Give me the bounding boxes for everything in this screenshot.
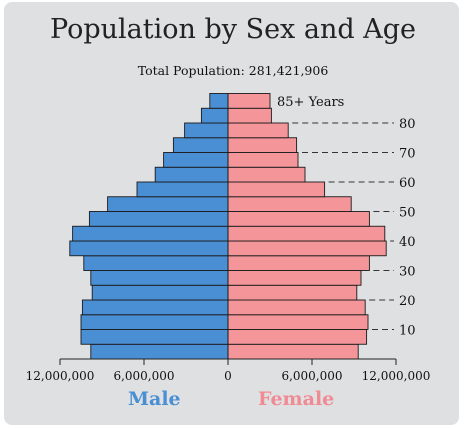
age-label-30: 30 — [399, 265, 416, 280]
female-bar-50-54 — [227, 196, 352, 212]
male-bar-55-59 — [136, 181, 229, 198]
male-bar-30-34 — [83, 255, 229, 271]
age-label-10: 10 — [399, 324, 416, 339]
male-bar-70-74 — [172, 137, 229, 153]
female-bar-30-34 — [227, 255, 370, 271]
female-bar-60-64 — [227, 166, 306, 183]
male-bar-25-29 — [90, 270, 229, 286]
female-bar-55-59 — [227, 181, 326, 198]
female-bar-85+ — [227, 93, 271, 109]
chart-subtitle: Total Population: 281,421,906 — [137, 63, 329, 78]
female-bar-75-79 — [227, 122, 289, 139]
male-bar-45-49 — [88, 211, 229, 227]
male-bar-50-54 — [107, 196, 229, 212]
chart-title: Population by Sex and Age — [50, 14, 416, 45]
male-bar-35-39 — [69, 240, 229, 257]
female-bar-20-24 — [227, 284, 358, 301]
female-bar-5-9 — [227, 329, 368, 345]
age-label-50: 50 — [399, 206, 416, 221]
female-bar-0-4 — [227, 343, 359, 360]
male-bar-60-64 — [154, 166, 229, 183]
female-bar-70-74 — [227, 137, 298, 153]
age-label-80: 80 — [399, 117, 416, 132]
age-label-70: 70 — [399, 147, 416, 162]
male-bar-0-4 — [90, 343, 229, 360]
male-bar-85+ — [209, 93, 229, 109]
age-label-40: 40 — [399, 235, 416, 250]
x-tick-label-1: 6,000,000 — [113, 369, 174, 383]
male-bar-40-44 — [72, 225, 229, 242]
male-bar-15-19 — [81, 299, 229, 316]
female-bar-35-39 — [227, 240, 387, 257]
female-bar-80-84 — [227, 107, 272, 124]
male-bar-80-84 — [200, 107, 229, 124]
x-tick-label-2: 0 — [224, 369, 232, 383]
female-bar-15-19 — [227, 299, 366, 316]
male-bar-75-79 — [184, 122, 229, 139]
legend-female: Female — [258, 388, 335, 410]
age-label-20: 20 — [399, 294, 416, 309]
x-tick-label-3: 6,000,000 — [281, 369, 342, 383]
x-tick-label-4: 12,000,000 — [362, 369, 431, 383]
male-bar-65-69 — [163, 152, 229, 168]
male-bar-20-24 — [91, 284, 229, 301]
female-bar-10-14 — [227, 314, 369, 330]
female-bar-40-44 — [227, 225, 386, 242]
x-tick-label-0: 12,000,000 — [26, 369, 95, 383]
male-bar-10-14 — [80, 314, 229, 330]
male-bar-5-9 — [80, 329, 229, 345]
legend-male: Male — [128, 388, 181, 410]
age-label-85plus: 85+ Years — [277, 95, 344, 110]
age-label-60: 60 — [399, 176, 416, 191]
female-bar-65-69 — [227, 152, 299, 168]
female-bar-45-49 — [227, 211, 370, 227]
female-bar-25-29 — [227, 270, 362, 286]
